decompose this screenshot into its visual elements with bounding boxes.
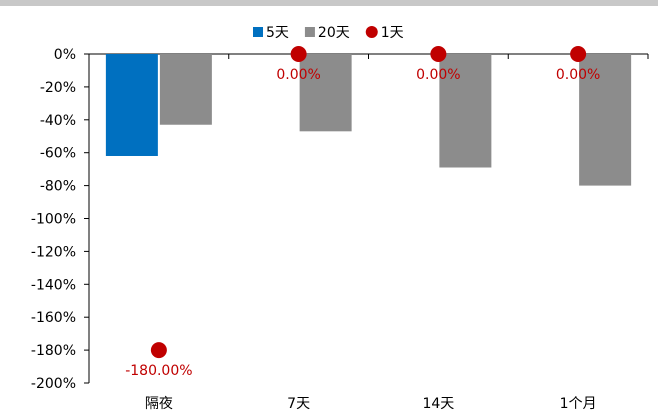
y-tick-label: -200% — [31, 376, 76, 392]
data-point — [570, 46, 587, 62]
legend-swatch — [253, 27, 263, 37]
y-axis: 0% -20% -40% -60% -80% -100% -120% -140% -160% -1… — [31, 47, 90, 392]
bar — [105, 54, 158, 156]
legend-marker — [365, 26, 378, 38]
y-tick-label: -140% — [31, 277, 76, 293]
y-tick-label: -20% — [40, 80, 76, 96]
bar — [159, 54, 212, 125]
bar — [299, 54, 352, 132]
y-tick-label: -100% — [31, 212, 76, 228]
y-tick-label: -80% — [40, 179, 76, 195]
chart-legend: 5天 20天 1天 — [253, 25, 404, 41]
y-tick-label: -120% — [31, 244, 76, 260]
legend-label: 20天 — [318, 25, 350, 41]
point-series: -180.00% 0.00% 0.00% 0.00% — [125, 46, 600, 379]
legend-label: 5天 — [266, 25, 289, 41]
data-point — [290, 46, 307, 62]
legend-swatch — [304, 27, 315, 37]
bar — [439, 54, 492, 168]
data-label: -180.00% — [125, 363, 192, 379]
data-point — [150, 342, 167, 359]
data-label: 0.00% — [556, 67, 600, 83]
bar-series — [105, 54, 632, 186]
data-label: 0.00% — [416, 67, 460, 83]
x-category-label: 14天 — [422, 396, 454, 412]
data-point — [430, 46, 447, 62]
y-tick-label: 0% — [54, 47, 76, 63]
y-tick-label: -180% — [31, 343, 76, 359]
x-category-label: 7天 — [287, 396, 310, 412]
data-label: 0.00% — [276, 67, 320, 83]
legend-label: 1天 — [381, 25, 404, 41]
y-tick-label: -40% — [40, 113, 76, 129]
x-category-label: 隔夜 — [145, 396, 173, 412]
x-category-label: 1个月 — [560, 396, 597, 412]
top-border-bar — [0, 0, 658, 6]
y-tick-label: -60% — [40, 146, 76, 162]
y-tick-label: -160% — [31, 310, 76, 326]
bar — [579, 54, 632, 186]
